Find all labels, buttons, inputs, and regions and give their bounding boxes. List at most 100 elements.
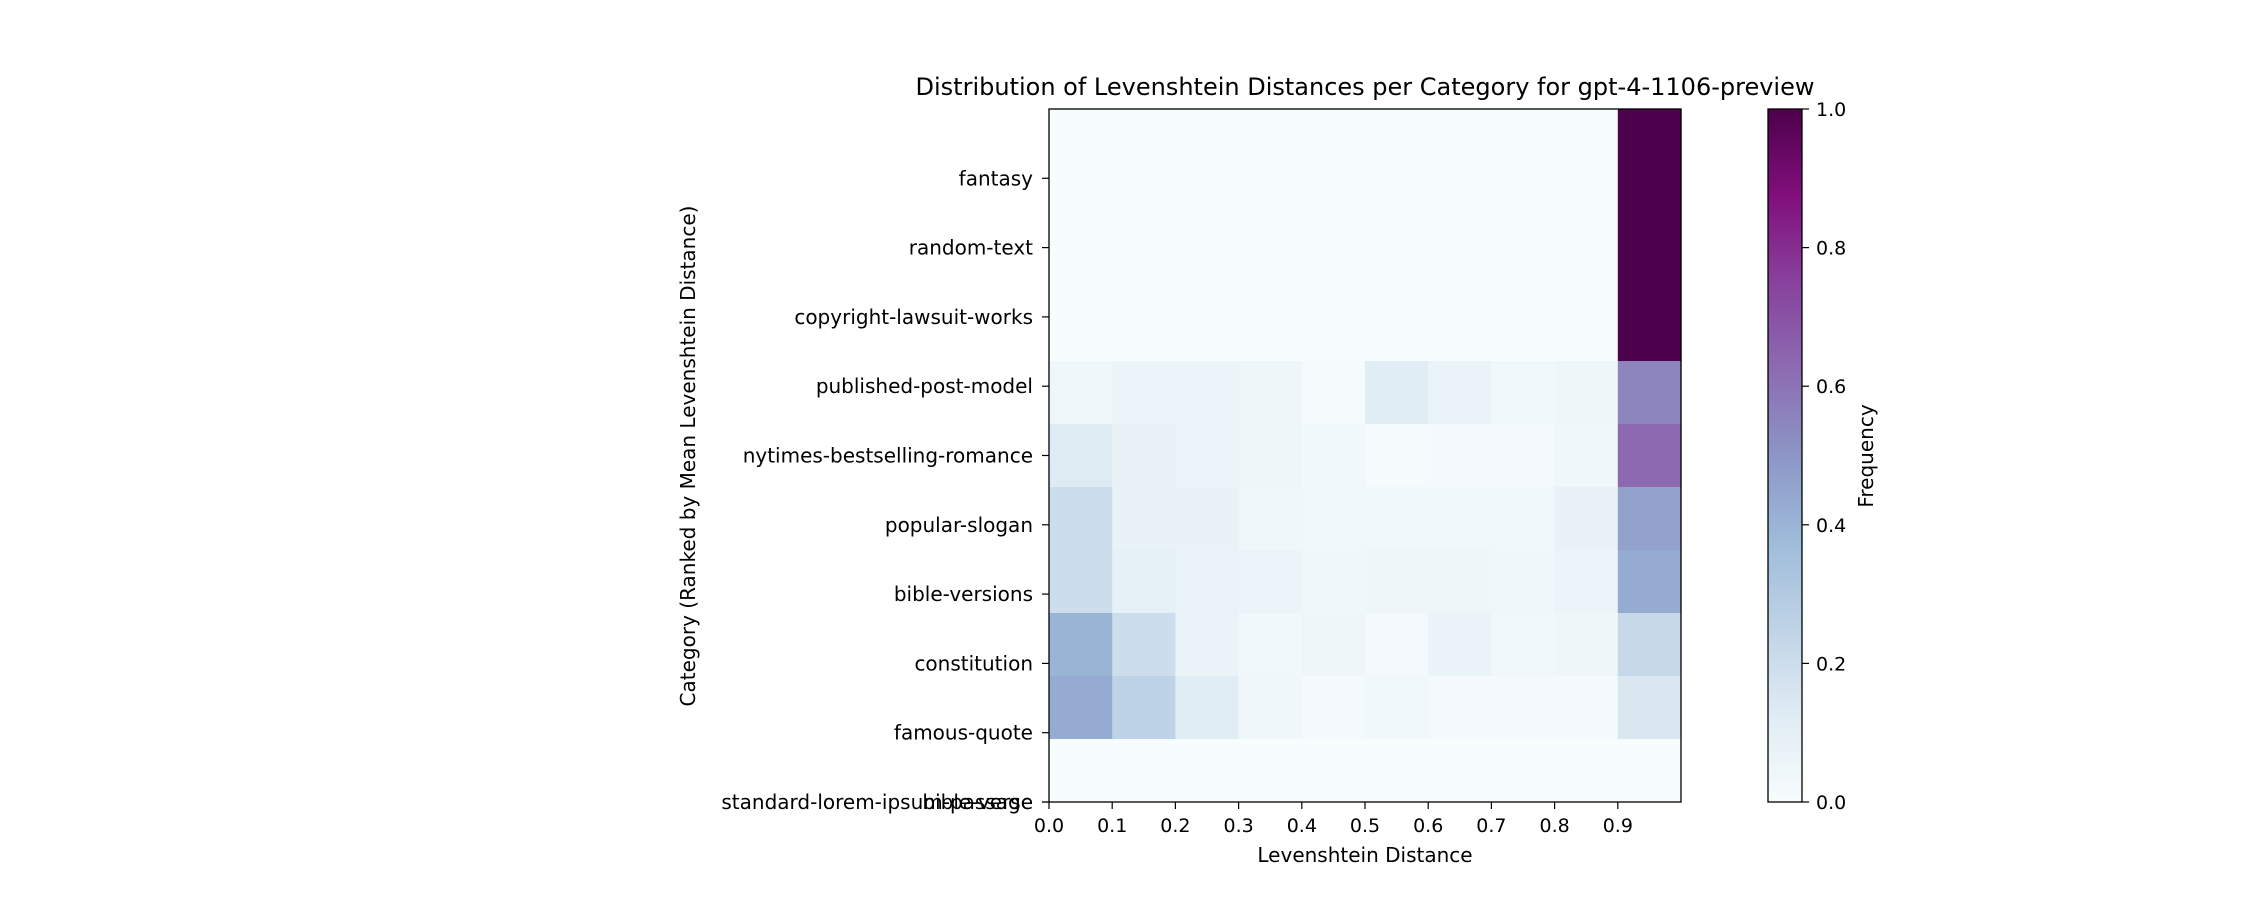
x-tick-label: 0.1 bbox=[1097, 815, 1127, 837]
heatmap-cell bbox=[1175, 109, 1240, 173]
heatmap-cell bbox=[1049, 298, 1113, 362]
heatmap-cell bbox=[1049, 424, 1113, 488]
heatmap-cell bbox=[1238, 235, 1303, 299]
heatmap-cell bbox=[1554, 487, 1619, 551]
heatmap-cell bbox=[1049, 172, 1113, 236]
heatmap-cell bbox=[1049, 676, 1113, 740]
heatmap-cell bbox=[1112, 235, 1176, 299]
heatmap-cell bbox=[1617, 235, 1682, 299]
y-tick-label: standard-lorem-ipsum-passage bbox=[721, 790, 1033, 814]
x-tick-label: 0.2 bbox=[1160, 815, 1190, 837]
colorbar-tick-label: 1.0 bbox=[1816, 99, 1846, 121]
heatmap-cell bbox=[1175, 487, 1240, 551]
heatmap-cell bbox=[1428, 172, 1492, 236]
heatmap-cell bbox=[1238, 739, 1303, 803]
heatmap-cells bbox=[1049, 109, 1682, 803]
x-tick-label: 0.3 bbox=[1223, 815, 1253, 837]
x-tick-label: 0.9 bbox=[1603, 815, 1633, 837]
heatmap-cell bbox=[1301, 361, 1366, 425]
heatmap-cell bbox=[1365, 739, 1429, 803]
heatmap-cell bbox=[1554, 172, 1619, 236]
x-tick-label: 0.8 bbox=[1539, 815, 1569, 837]
heatmap-cell bbox=[1175, 550, 1240, 614]
colorbar-tick-label: 0.2 bbox=[1816, 653, 1846, 675]
heatmap-cell bbox=[1049, 487, 1113, 551]
heatmap-cell bbox=[1617, 109, 1682, 173]
y-tick-label: bible-verse bbox=[922, 790, 1033, 814]
heatmap-cell bbox=[1112, 613, 1176, 677]
colorbar-tick-label: 0.6 bbox=[1816, 376, 1846, 398]
heatmap-cell bbox=[1175, 172, 1240, 236]
heatmap-cell bbox=[1301, 298, 1366, 362]
heatmap-cell bbox=[1554, 550, 1619, 614]
heatmap-cell bbox=[1365, 613, 1429, 677]
y-tick-label: copyright-lawsuit-works bbox=[794, 305, 1033, 329]
colorbar-tick-label: 0.4 bbox=[1816, 515, 1846, 537]
y-tick-label: famous-quote bbox=[894, 721, 1033, 745]
x-tick-label: 0.6 bbox=[1413, 815, 1443, 837]
heatmap-cell bbox=[1049, 550, 1113, 614]
heatmap-cell bbox=[1175, 424, 1240, 488]
x-tick-label: 0.5 bbox=[1350, 815, 1380, 837]
heatmap-cell bbox=[1491, 676, 1556, 740]
heatmap-cell bbox=[1491, 109, 1556, 173]
y-tick-label: random-text bbox=[909, 236, 1033, 260]
heatmap-cell bbox=[1617, 487, 1682, 551]
colorbar-label: Frequency bbox=[1854, 404, 1878, 507]
heatmap-cell bbox=[1365, 109, 1429, 173]
heatmap-cell bbox=[1428, 235, 1492, 299]
y-tick-label: popular-slogan bbox=[885, 513, 1033, 537]
heatmap-cell bbox=[1428, 676, 1492, 740]
heatmap-cell bbox=[1301, 235, 1366, 299]
heatmap-cell bbox=[1301, 739, 1366, 803]
heatmap-cell bbox=[1112, 424, 1176, 488]
heatmap-cell bbox=[1175, 739, 1240, 803]
colorbar-tick-label: 0.0 bbox=[1816, 792, 1846, 814]
y-tick-label: fantasy bbox=[959, 166, 1033, 190]
heatmap-cell bbox=[1428, 298, 1492, 362]
colorbar-tick-label: 0.8 bbox=[1816, 238, 1846, 260]
heatmap-cell bbox=[1238, 613, 1303, 677]
y-axis-ticks: fantasy random-text copyright-lawsuit-work… bbox=[721, 166, 1049, 814]
chart-title: Distribution of Levenshtein Distances pe… bbox=[916, 73, 1815, 101]
heatmap-cell bbox=[1617, 676, 1682, 740]
heatmap-cell bbox=[1049, 235, 1113, 299]
heatmap-cell bbox=[1049, 613, 1113, 677]
heatmap-cell bbox=[1617, 739, 1682, 803]
y-axis-label: Category (Ranked by Mean Levenshtein Dis… bbox=[676, 206, 700, 707]
heatmap-cell bbox=[1428, 424, 1492, 488]
heatmap-cell bbox=[1112, 739, 1176, 803]
heatmap-cell bbox=[1554, 361, 1619, 425]
heatmap-cell bbox=[1238, 550, 1303, 614]
heatmap-cell bbox=[1049, 361, 1113, 425]
heatmap-cell bbox=[1428, 487, 1492, 551]
heatmap-cell bbox=[1049, 739, 1113, 803]
x-tick-label: 0.7 bbox=[1476, 815, 1506, 837]
heatmap-cell bbox=[1238, 172, 1303, 236]
x-tick-label: 0.0 bbox=[1034, 815, 1064, 837]
heatmap-cell bbox=[1617, 361, 1682, 425]
heatmap-cell bbox=[1554, 739, 1619, 803]
heatmap-cell bbox=[1554, 676, 1619, 740]
heatmap-cell bbox=[1112, 676, 1176, 740]
heatmap-cell bbox=[1301, 109, 1366, 173]
colorbar bbox=[1767, 108, 1803, 803]
heatmap-cell bbox=[1428, 613, 1492, 677]
heatmap-cell bbox=[1617, 550, 1682, 614]
x-axis-label: Levenshtein Distance bbox=[1257, 843, 1472, 867]
y-tick-label: bible-versions bbox=[894, 582, 1033, 606]
heatmap-cell bbox=[1365, 361, 1429, 425]
heatmap-cell bbox=[1301, 613, 1366, 677]
heatmap-cell bbox=[1112, 109, 1176, 173]
heatmap-cell bbox=[1238, 361, 1303, 425]
heatmap-cell bbox=[1491, 298, 1556, 362]
heatmap-cell bbox=[1491, 361, 1556, 425]
heatmap-cell bbox=[1112, 550, 1176, 614]
heatmap-cell bbox=[1365, 487, 1429, 551]
heatmap-cell bbox=[1112, 487, 1176, 551]
heatmap-cell bbox=[1491, 487, 1556, 551]
heatmap-cell bbox=[1365, 424, 1429, 488]
y-tick-label: published-post-model bbox=[816, 374, 1033, 398]
x-tick-label: 0.4 bbox=[1287, 815, 1317, 837]
